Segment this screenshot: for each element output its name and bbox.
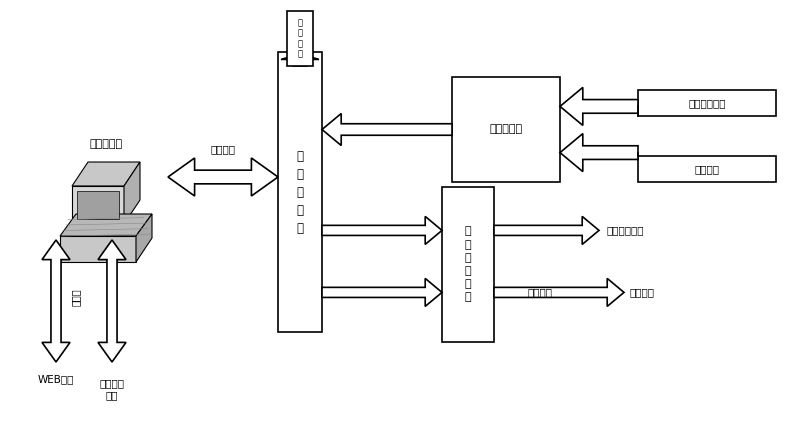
Polygon shape (560, 87, 638, 126)
Polygon shape (322, 216, 442, 244)
Polygon shape (60, 236, 136, 262)
Polygon shape (560, 134, 638, 172)
Text: 高速总线: 高速总线 (210, 144, 235, 154)
Bar (638, 156, 776, 182)
Text: 中
继
通
讯: 中 继 通 讯 (298, 18, 302, 59)
Text: 信号转换板: 信号转换板 (490, 125, 522, 134)
Text: 显示故障
距离: 显示故障 距离 (99, 378, 125, 400)
Text: 中央管理机: 中央管理机 (90, 139, 122, 149)
Text: 高
速
采
集
板: 高 速 采 集 板 (297, 150, 303, 234)
Polygon shape (322, 114, 452, 145)
Text: 节点输出: 节点输出 (527, 287, 552, 297)
Polygon shape (72, 162, 140, 186)
Polygon shape (168, 158, 278, 196)
Polygon shape (98, 240, 126, 362)
Bar (638, 90, 776, 116)
Text: 电流输入: 电流输入 (694, 164, 719, 174)
Text: 故障线路指示: 故障线路指示 (607, 226, 645, 235)
Polygon shape (322, 279, 442, 307)
Text: 开
关
量
输
出
板: 开 关 量 输 出 板 (465, 226, 471, 302)
Polygon shape (72, 186, 124, 224)
Text: 零序电压输入: 零序电压输入 (688, 98, 726, 108)
Polygon shape (281, 54, 319, 66)
Polygon shape (124, 162, 140, 224)
Bar (452, 77, 560, 182)
Text: 跳闸出口: 跳闸出口 (630, 287, 655, 297)
Bar (287, 11, 313, 66)
Bar (442, 187, 494, 342)
Polygon shape (60, 214, 152, 236)
Polygon shape (77, 191, 119, 219)
Bar (278, 52, 322, 332)
Polygon shape (494, 216, 599, 244)
Polygon shape (42, 240, 70, 362)
Text: 以太网: 以太网 (71, 288, 81, 306)
Polygon shape (136, 214, 152, 262)
Polygon shape (494, 279, 624, 307)
Text: WEB发布: WEB发布 (38, 374, 74, 384)
